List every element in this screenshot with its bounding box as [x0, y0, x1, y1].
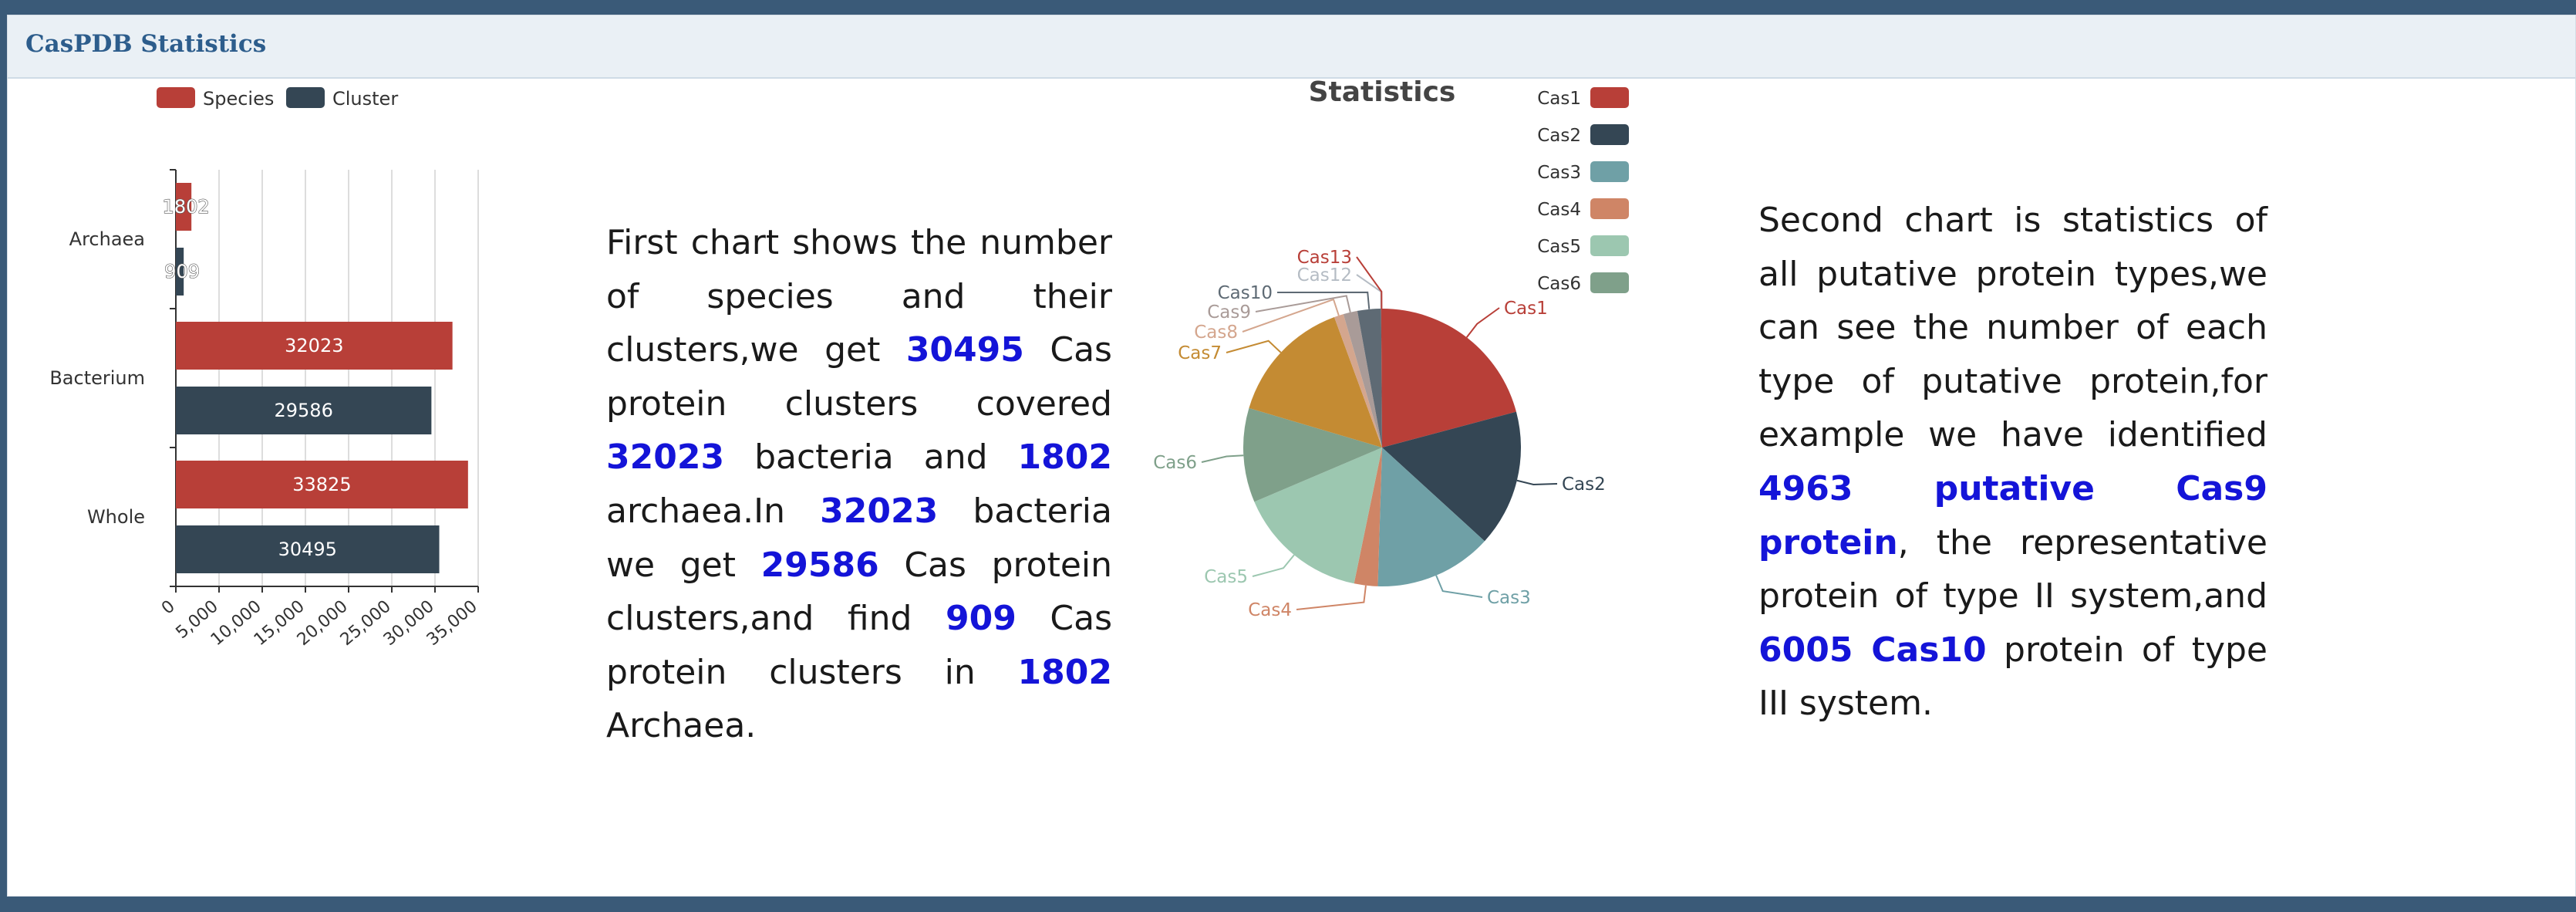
bar-chart-description: First chart shows the number of species …: [606, 216, 1112, 753]
pie-label-line: [1226, 339, 1282, 353]
highlight-number: 30495: [905, 330, 1024, 370]
pie-label-line: [1252, 554, 1295, 577]
pie-label-line: [1255, 295, 1351, 313]
legend-label-cas5: Cas5: [1537, 237, 1581, 257]
legend-label-cas2: Cas2: [1537, 126, 1581, 146]
legend-label-cas6: Cas6: [1537, 274, 1581, 294]
text-segment: bacteria and: [724, 437, 1018, 478]
pie-slice-cas1: [1382, 309, 1516, 448]
legend-label-cas3: Cas3: [1537, 163, 1581, 183]
pie-label-line: [1356, 256, 1383, 309]
text-segment: Cas protein clusters,and find: [606, 545, 1112, 639]
y-category-label: Whole: [87, 506, 145, 528]
highlight-number: 1802: [1017, 437, 1112, 478]
text-segment: First chart shows the number of species …: [606, 223, 1112, 370]
pie-label-line: [1465, 307, 1500, 338]
text-segment: bacteria we get: [606, 491, 1112, 585]
legend-swatch-cas2: [1590, 124, 1629, 145]
pie-slice-cas3: [1377, 448, 1485, 586]
text-segment: archaea.In: [606, 491, 821, 531]
panel-title: CasPDB Statistics: [25, 30, 267, 58]
pie-label-line: [1435, 575, 1483, 598]
legend-swatch-cas3: [1590, 161, 1629, 182]
legend-label-species: Species: [203, 88, 274, 110]
pie-chart: Statistics Cas1Cas2Cas3Cas4Cas5Cas6Cas1Ca…: [1153, 76, 1629, 620]
pie-chart-description: Second chart is statistics of all putati…: [1758, 194, 2267, 731]
pie-label-cas13: Cas13: [1297, 248, 1352, 268]
highlight-number: 29586: [760, 545, 879, 585]
pie-label-cas7: Cas7: [1178, 343, 1222, 363]
bar-value-label: 30495: [278, 539, 337, 560]
highlight-number: 909: [945, 599, 1017, 639]
bar-cluster: [176, 525, 440, 573]
pie-label-cas5: Cas5: [1204, 567, 1248, 587]
text-segment: Archaea.: [606, 706, 757, 746]
bar-value-label: 29586: [275, 400, 333, 421]
text-segment: , the representative protein of type II …: [1758, 522, 2267, 616]
pie-slice-cas4: [1354, 448, 1382, 586]
highlight-number: 32023: [820, 491, 939, 531]
pie-label-cas3: Cas3: [1487, 588, 1531, 608]
pie-label-line: [1296, 585, 1367, 610]
legend-swatch-cas4: [1590, 198, 1629, 219]
legend-swatch-cluster: [286, 87, 325, 108]
bar-species: [176, 322, 453, 370]
legend-swatch-species: [157, 87, 195, 108]
y-category-label: Bacterium: [49, 367, 145, 389]
pie-label-cas1: Cas1: [1504, 299, 1548, 319]
legend-label-cas4: Cas4: [1537, 200, 1581, 220]
pie-label-cas2: Cas2: [1562, 475, 1606, 495]
pie-label-cas9: Cas9: [1207, 302, 1251, 323]
text-segment: Second chart is statistics of all putati…: [1758, 201, 2267, 455]
pie-slice-cas9: [1343, 310, 1382, 448]
pie-slice-cas2: [1382, 411, 1521, 542]
text-segment: Cas protein clusters covered: [606, 330, 1112, 424]
pie-label-cas12: Cas12: [1297, 265, 1352, 285]
pie-label-cas4: Cas4: [1248, 600, 1292, 620]
pie-slice-cas5: [1254, 448, 1382, 584]
bar-chart: Species Cluster05,00010,00015,00020,00025…: [49, 87, 481, 650]
legend-swatch-cas6: [1590, 272, 1629, 293]
pie-label-cas6: Cas6: [1153, 453, 1197, 473]
highlight-number: 1802: [1017, 652, 1112, 692]
legend-label-cluster: Cluster: [332, 88, 398, 110]
highlight-number: 6005 Cas10: [1758, 630, 1987, 670]
pie-label-cas8: Cas8: [1194, 323, 1238, 343]
legend-swatch-cas5: [1590, 235, 1629, 256]
bar-species: [176, 461, 468, 508]
pie-label-cas10: Cas10: [1218, 283, 1273, 303]
pie-label-line: [1242, 298, 1340, 333]
highlight-number: 32023: [606, 437, 725, 478]
pie-label-line: [1516, 479, 1558, 485]
text-segment: protein of type III system.: [1758, 630, 2267, 724]
pie-slice-cas7: [1249, 317, 1382, 448]
legend-swatch-cas1: [1590, 87, 1629, 108]
bar-value-label: 1802: [163, 196, 210, 218]
panel-header: CasPDB Statistics: [8, 15, 2575, 79]
pie-title: Statistics: [1309, 76, 1456, 108]
bar-value-label: 32023: [285, 335, 343, 356]
pie-label-line: [1276, 291, 1371, 309]
pie-slice-cas10: [1357, 309, 1382, 448]
bar-value-label: 33825: [292, 474, 351, 495]
text-segment: Cas protein clusters in: [606, 599, 1112, 692]
bar-cluster: [176, 387, 432, 434]
y-category-label: Archaea: [69, 228, 145, 250]
pie-slice-cas6: [1243, 407, 1382, 502]
highlight-number: 4963 putative Cas9 protein: [1758, 468, 2267, 562]
legend-label-cas1: Cas1: [1537, 89, 1581, 109]
bar-species: [176, 183, 192, 231]
pie-label-line: [1201, 454, 1244, 463]
x-tick-label: 0: [158, 596, 179, 618]
pie-slice-cas8: [1334, 314, 1382, 448]
bar-value-label: 909: [164, 261, 200, 282]
bar-cluster: [176, 248, 184, 296]
